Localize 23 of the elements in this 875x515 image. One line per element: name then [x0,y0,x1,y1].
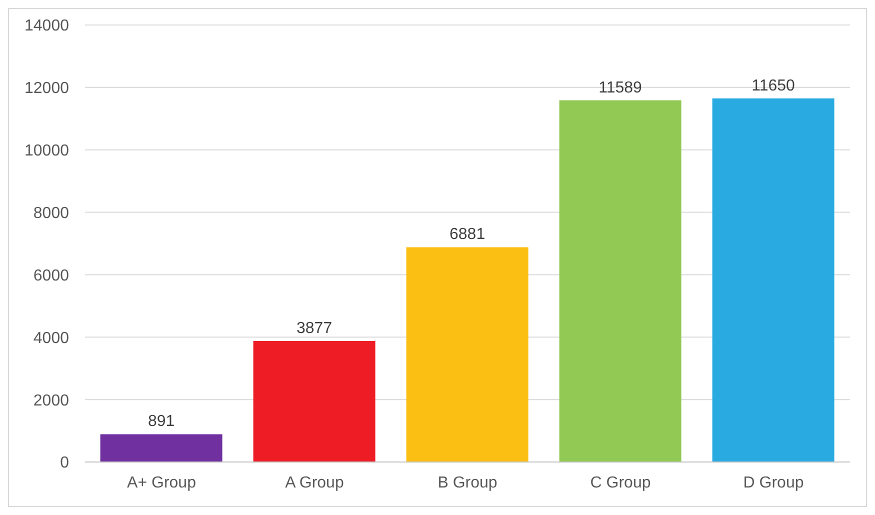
x-tick-label: D Group [743,474,804,492]
y-tick-label: 14000 [24,18,70,35]
data-label: 3877 [296,320,332,337]
bar [253,340,376,462]
bar [559,100,682,462]
x-tick-label: A+ Group [127,474,196,492]
bar [712,98,834,462]
x-tick-label: B Group [438,474,498,492]
y-tick-label: 8000 [33,204,70,222]
y-tick-label: 4000 [33,330,70,347]
y-tick-label: 10000 [24,142,70,160]
x-tick-label: A Group [285,474,344,492]
data-label: 6881 [450,226,486,244]
bar [100,434,222,462]
bar [406,247,528,462]
y-tick-label: 2000 [33,392,70,410]
data-label: 11589 [598,79,642,96]
y-tick-label: 12000 [24,80,70,98]
y-tick-label: 6000 [33,267,70,284]
y-tick-label: 0 [60,454,70,472]
data-label: 891 [148,413,175,430]
data-label: 11650 [752,77,796,94]
x-tick-label: C Group [590,474,651,492]
